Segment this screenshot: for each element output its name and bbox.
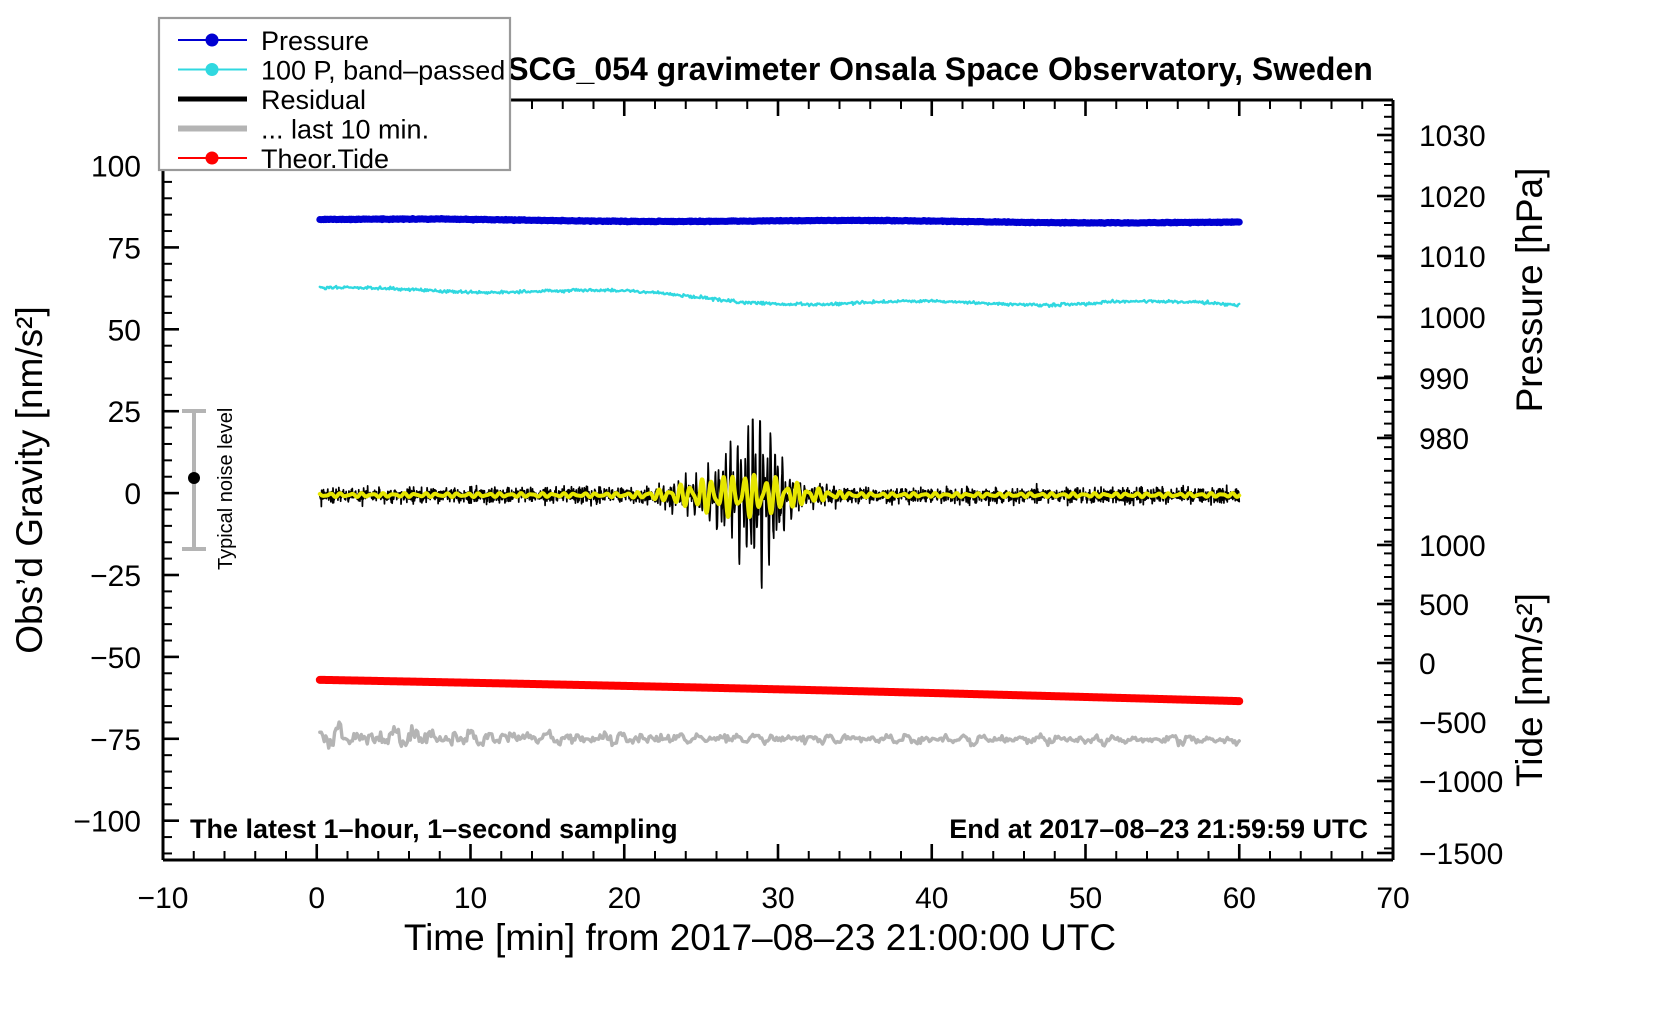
x-tick-label: −10 bbox=[138, 882, 189, 915]
legend-item-label: Theor.Tide bbox=[261, 144, 389, 174]
legend-item-label: ... last 10 min. bbox=[261, 115, 429, 145]
noise-center-dot bbox=[188, 472, 200, 484]
legend-item[interactable]: Residual bbox=[178, 85, 366, 115]
typical-noise-level-marker: Typical noise level bbox=[182, 408, 237, 570]
pressure-tick-label: 1000 bbox=[1419, 302, 1486, 335]
x-tick-label: 0 bbox=[308, 882, 325, 915]
legend-item[interactable]: Theor.Tide bbox=[178, 144, 389, 174]
series-bandpassed-residual-overlay bbox=[317, 472, 1242, 520]
pressure-tick-label: 1010 bbox=[1419, 241, 1486, 274]
y-tick-label: −50 bbox=[90, 642, 141, 675]
legend-swatch-marker bbox=[205, 33, 219, 47]
tide-tick-label: 0 bbox=[1419, 648, 1436, 681]
axis-ticks bbox=[161, 99, 1395, 860]
legend-item[interactable]: 100 P, band–passed bbox=[178, 56, 505, 86]
y-tick-label: 25 bbox=[108, 396, 141, 429]
legend-swatch-marker bbox=[205, 63, 219, 76]
tide-tick-label: 1000 bbox=[1419, 530, 1486, 563]
pressure-tick-label: 1020 bbox=[1419, 181, 1486, 214]
x-tick-label: 10 bbox=[454, 882, 487, 915]
data-series-group bbox=[315, 215, 1244, 750]
y-tick-label: −100 bbox=[73, 806, 141, 839]
y-axis-title-left: Obs’d Gravity [nm/s²] bbox=[9, 306, 50, 653]
legend-item[interactable]: ... last 10 min. bbox=[178, 115, 429, 145]
legend-item[interactable]: Pressure bbox=[178, 26, 369, 56]
series-bandpassed-pressure bbox=[318, 284, 1241, 309]
y-tick-label: −75 bbox=[90, 724, 141, 757]
noise-level-label: Typical noise level bbox=[215, 408, 237, 570]
bottom-left-note: The latest 1–hour, 1–second sampling bbox=[190, 814, 678, 844]
x-tick-label: 50 bbox=[1069, 882, 1102, 915]
pressure-tick-label: 980 bbox=[1419, 423, 1469, 456]
tide-tick-label: −1500 bbox=[1419, 838, 1503, 871]
y-axis-title-right-tide: Tide [nm/s²] bbox=[1509, 593, 1550, 787]
x-tick-label: 40 bbox=[915, 882, 948, 915]
tide-tick-label: 500 bbox=[1419, 589, 1469, 622]
series-last-10-min bbox=[318, 720, 1241, 750]
legend-item-label: 100 P, band–passed bbox=[261, 56, 505, 86]
series-theoretical-tide bbox=[315, 675, 1244, 706]
series-pressure bbox=[316, 215, 1243, 227]
bottom-right-note: End at 2017–08–23 21:59:59 UTC bbox=[949, 814, 1368, 844]
legend-item-label: Pressure bbox=[261, 26, 369, 56]
pressure-tick-label: 990 bbox=[1419, 363, 1469, 396]
x-tick-label: 60 bbox=[1223, 882, 1256, 915]
tide-tick-label: −500 bbox=[1419, 707, 1487, 740]
x-tick-label: 20 bbox=[608, 882, 641, 915]
legend-item-label: Residual bbox=[261, 85, 366, 115]
y-tick-label: −25 bbox=[90, 560, 141, 593]
y-tick-label: 0 bbox=[124, 478, 141, 511]
x-tick-label: 30 bbox=[761, 882, 794, 915]
y-tick-label: 75 bbox=[108, 232, 141, 265]
x-axis-title: Time [min] from 2017–08–23 21:00:00 UTC bbox=[404, 917, 1116, 958]
page-title: SCG_054 gravimeter Onsala Space Observat… bbox=[507, 51, 1373, 87]
pressure-tick-label: 1030 bbox=[1419, 120, 1486, 153]
axis-tick-labels: −10 0 10 20 30 40 50 60 701007550250−25−50−75−10… bbox=[73, 120, 1503, 915]
tide-tick-label: −1000 bbox=[1419, 766, 1503, 799]
y-axis-title-right-pressure: Pressure [hPa] bbox=[1509, 168, 1550, 413]
legend-swatch-marker bbox=[205, 151, 219, 165]
y-tick-label: 100 bbox=[91, 151, 141, 184]
x-tick-label: 70 bbox=[1376, 882, 1409, 915]
y-tick-label: 50 bbox=[108, 314, 141, 347]
